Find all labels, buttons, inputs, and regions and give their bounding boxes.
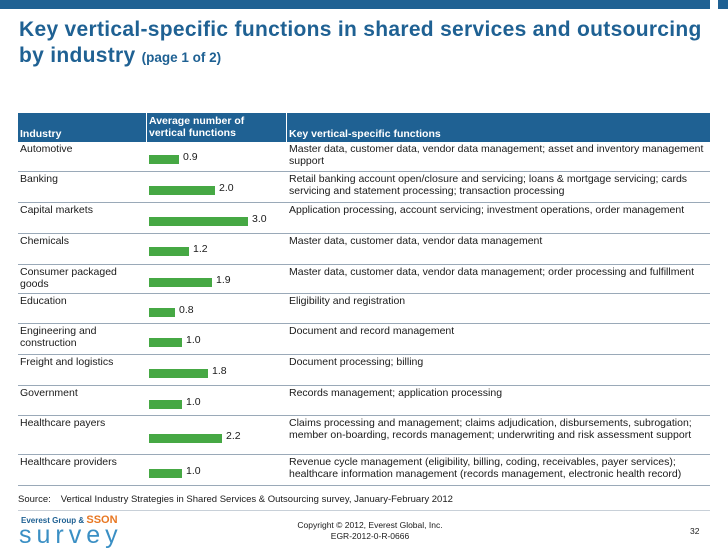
slide-title: Key vertical-specific functions in share… [19,17,709,71]
header-divider [286,113,287,142]
header-divider [146,113,147,142]
table-header: Industry Average number of vertical func… [18,113,710,142]
header-average-functions: Average number of vertical functions [149,115,245,139]
average-functions-bar [149,217,248,226]
table-row: Banking 2.0 Retail banking account open/cl… [18,172,710,203]
average-functions-value: 1.9 [216,274,231,286]
average-functions-bar [149,469,182,478]
title-main: Key vertical-specific functions in share… [19,18,702,67]
average-functions-value: 2.2 [226,430,241,442]
footer-divider [18,510,710,511]
table-row: Capital markets 3.0 Application processing… [18,203,710,234]
page-number: 32 [690,526,700,536]
key-functions-text: Records management; application processi… [289,387,503,399]
industry-name: Healthcare payers [20,417,106,429]
header-industry: Industry [20,128,62,140]
top-accent-bar [0,0,728,9]
average-functions-value: 1.0 [186,465,201,477]
source-text: Vertical Industry Strategies in Shared S… [60,494,453,505]
copyright-block: Copyright © 2012, Everest Global, Inc. E… [270,520,470,542]
table-row: Healthcare payers 2.2 Claims processing an… [18,416,710,455]
logo-survey-word: survey [19,521,123,549]
average-functions-value: 3.0 [252,213,267,225]
average-functions-value: 1.0 [186,334,201,346]
average-functions-bar [149,186,215,195]
industry-name: Government [20,387,78,399]
table-row: Consumer packaged goods 1.9 Master data, c… [18,265,710,294]
industry-name: Consumer packaged goods [20,266,117,290]
industry-name: Capital markets [20,204,93,216]
table-row: Education 0.8 Eligibility and registration [18,294,710,324]
average-functions-bar [149,308,175,317]
table-row: Government 1.0 Records management; applica… [18,386,710,416]
average-functions-bar [149,278,212,287]
key-functions-text: Master data, customer data, vendor data … [289,235,543,247]
average-functions-value: 1.8 [212,365,227,377]
key-functions-text: Master data, customer data, vendor data … [289,143,704,167]
table-row: Engineering and construction 1.0 Document … [18,324,710,355]
logo-everest-text: Everest Group & SSON [21,514,118,526]
top-bar-notch [710,0,718,9]
average-functions-value: 0.9 [183,151,198,163]
average-functions-value: 1.0 [186,396,201,408]
logo-sson: SSON [86,514,118,526]
header-key-functions: Key vertical-specific functions [289,128,441,140]
average-functions-value: 0.8 [179,304,194,316]
key-functions-text: Revenue cycle management (eligibility, b… [289,456,682,480]
document-id: EGR-2012-0-R-0666 [330,531,410,541]
average-functions-bar [149,369,208,378]
industry-name: Chemicals [20,235,70,247]
average-functions-bar [149,155,179,164]
source-label: Source: [18,494,51,505]
industry-name: Automotive [20,143,73,155]
sson-survey-logo: Everest Group & SSON survey [19,514,129,549]
key-functions-text: Eligibility and registration [289,295,406,307]
source-note: Source: Vertical Industry Strategies in S… [18,494,453,505]
key-functions-text: Document and record management [289,325,455,337]
key-functions-text: Claims processing and management; claims… [289,417,692,441]
industry-name: Engineering and construction [20,325,97,349]
industry-name: Education [20,295,67,307]
logo-everest-label: Everest Group & [21,516,85,525]
table-body: Automotive 0.9 Master data, customer data,… [18,142,710,486]
industry-name: Healthcare providers [20,456,117,468]
table-row: Healthcare providers 1.0 Revenue cycle man… [18,455,710,486]
table-row: Automotive 0.9 Master data, customer data,… [18,142,710,172]
key-functions-text: Document processing; billing [289,356,424,368]
table-row: Freight and logistics 1.8 Document process… [18,355,710,386]
key-functions-text: Application processing, account servicin… [289,204,685,216]
title-page-indicator: (page 1 of 2) [141,50,222,65]
industry-name: Banking [20,173,58,185]
average-functions-value: 2.0 [219,182,234,194]
average-functions-bar [149,400,182,409]
average-functions-value: 1.2 [193,243,208,255]
key-functions-text: Retail banking account open/closure and … [289,173,688,197]
key-functions-text: Master data, customer data, vendor data … [289,266,695,278]
table-row: Chemicals 1.2 Master data, customer data, … [18,234,710,265]
average-functions-bar [149,338,182,347]
average-functions-bar [149,434,222,443]
industry-functions-table: Industry Average number of vertical func… [18,113,710,486]
industry-name: Freight and logistics [20,356,114,368]
copyright-text: Copyright © 2012, Everest Global, Inc. [297,520,443,530]
average-functions-bar [149,247,189,256]
